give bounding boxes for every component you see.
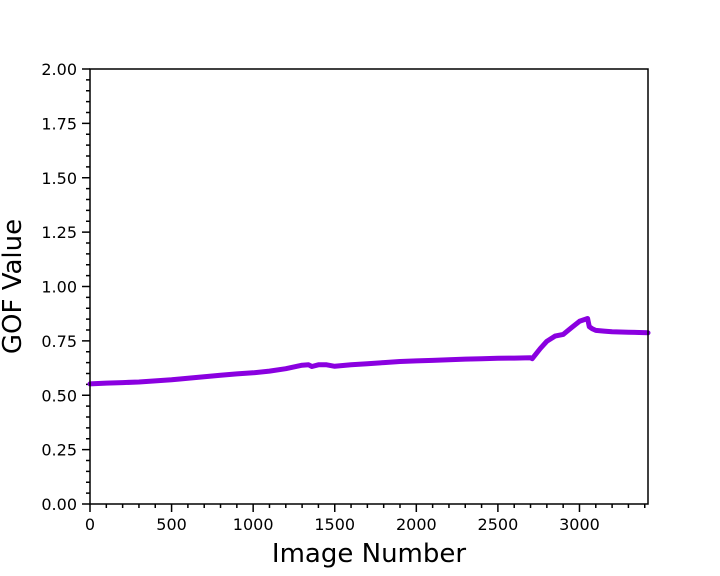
x-tick-label: 0 [85, 515, 95, 534]
y-tick-label: 1.75 [41, 114, 77, 133]
y-tick-label: 0.75 [41, 332, 77, 351]
x-tick-label: 1500 [314, 515, 355, 534]
series-layer [87, 316, 651, 387]
x-tick-label: 2000 [396, 515, 437, 534]
y-axis-ticks: 0.00 0.25 0.50 0.75 1.00 1.25 1.50 1.75 2.00 [41, 60, 90, 514]
y-tick-label: 2.00 [41, 60, 77, 79]
y-tick-label: 0.25 [41, 441, 77, 460]
x-axis-label: Image Number [272, 539, 466, 569]
x-tick-label: 500 [156, 515, 187, 534]
x-tick-label: 2500 [478, 515, 519, 534]
y-tick-label: 1.00 [41, 278, 77, 297]
y-axis-label: GOF Value [0, 219, 28, 354]
y-tick-label: 1.50 [41, 169, 77, 188]
y-tick-label: 1.25 [41, 223, 77, 242]
x-axis-ticks: 0 500 1000 1500 2000 2500 3000 [85, 504, 646, 534]
plot-frame [89, 68, 649, 505]
x-tick-label: 3000 [559, 515, 600, 534]
x-tick-label: 1000 [233, 515, 274, 534]
y-tick-label: 0.50 [41, 386, 77, 405]
y-tick-label: 0.00 [41, 495, 77, 514]
series-line [87, 316, 651, 387]
